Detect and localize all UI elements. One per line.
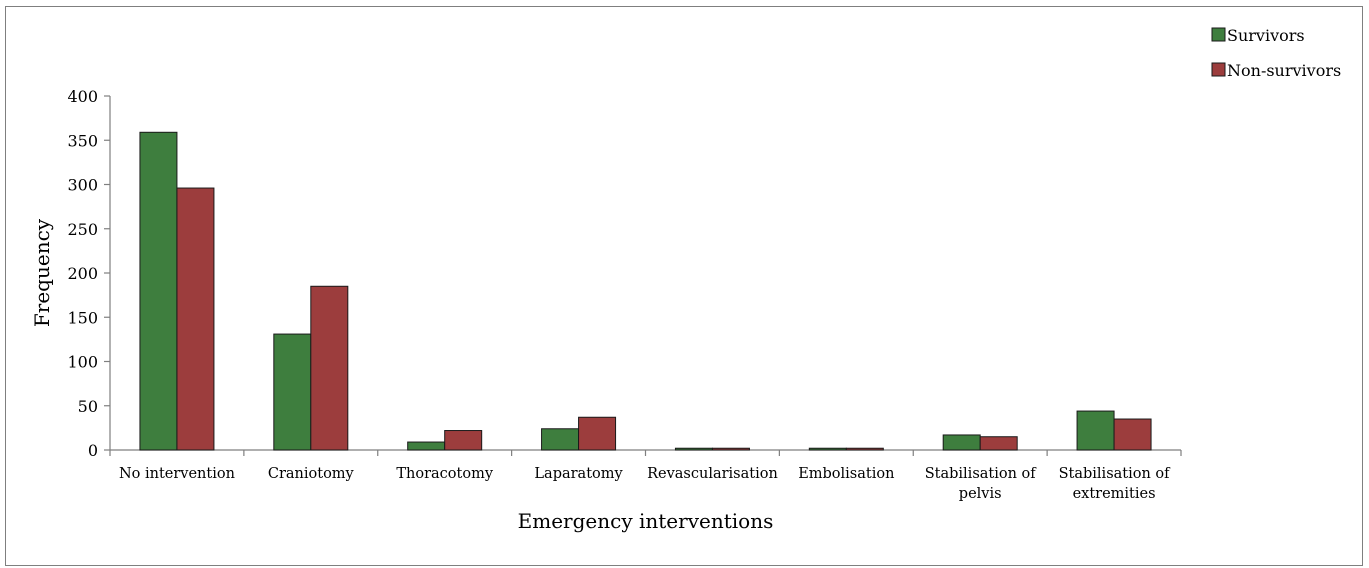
chart-frame	[5, 6, 1363, 566]
legend-swatch	[1211, 27, 1226, 42]
y-tick-label: 200	[67, 264, 98, 283]
category-label: Craniotomy	[268, 466, 355, 482]
category-label: Thoracotomy	[396, 466, 493, 482]
y-axis-title: Frequency	[30, 218, 54, 327]
y-tick-label: 50	[78, 397, 98, 416]
category-label: pelvis	[959, 486, 1002, 502]
bar-non-survivors	[578, 416, 617, 451]
y-tick-label: 350	[67, 131, 98, 150]
legend-swatch	[1211, 62, 1226, 77]
category-label: Revascularisation	[647, 466, 778, 482]
bars	[139, 131, 1152, 451]
category-label: Laparatomy	[534, 466, 623, 482]
bar-survivors	[541, 428, 580, 451]
bar-survivors	[808, 447, 847, 451]
bar-non-survivors	[310, 285, 349, 451]
y-tick-label: 400	[67, 87, 98, 106]
y-tick-label: 0	[88, 441, 98, 460]
bar-survivors	[407, 441, 446, 451]
bar-non-survivors	[176, 187, 215, 451]
legend-label: Non-survivors	[1227, 61, 1341, 80]
x-axis-title: Emergency interventions	[518, 509, 774, 533]
bar-survivors	[273, 333, 312, 451]
legend: Survivors Non-survivors	[1211, 26, 1341, 80]
y-tick-label: 150	[67, 308, 98, 327]
category-label: Stabilisation of	[1059, 466, 1172, 482]
legend-label: Survivors	[1227, 26, 1305, 45]
category-label: Embolisation	[798, 466, 894, 482]
x-axis	[109, 449, 1182, 456]
y-tick-label: 300	[67, 176, 98, 195]
bar-survivors	[139, 131, 178, 451]
bar-non-survivors	[845, 447, 884, 451]
bar-non-survivors	[1113, 418, 1152, 451]
y-axis: 0 50 100 150 200 250 300 350 400	[67, 87, 111, 460]
bar-non-survivors	[979, 436, 1018, 451]
bar-survivors	[1076, 410, 1115, 451]
bar-survivors	[942, 434, 981, 451]
category-labels: No intervention Craniotomy Thoracotomy Lapa…	[119, 466, 1171, 502]
category-label: Stabilisation of	[925, 466, 1038, 482]
category-label: extremities	[1073, 486, 1156, 502]
bar-non-survivors	[444, 430, 483, 451]
category-label: No intervention	[119, 466, 235, 482]
y-tick-label: 250	[67, 220, 98, 239]
bar-non-survivors	[711, 447, 750, 451]
y-tick-label: 100	[67, 353, 98, 372]
bar-survivors	[674, 447, 713, 451]
